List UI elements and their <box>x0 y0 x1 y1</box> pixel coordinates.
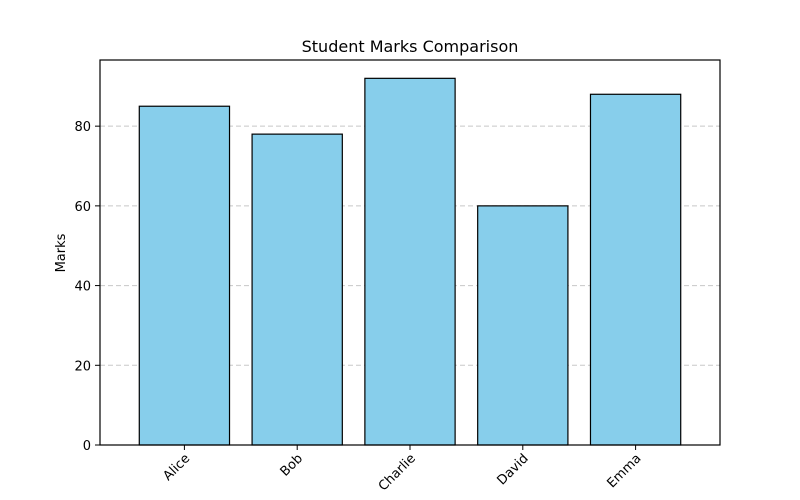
y-tick-label: 20 <box>74 359 91 374</box>
bar-david <box>477 205 569 446</box>
bar-emma <box>589 93 682 446</box>
y-tick-label: 80 <box>74 120 91 135</box>
x-tick-label-emma: Emma <box>604 451 644 491</box>
y-tick-label: 0 <box>83 439 91 454</box>
x-tick-label-charlie: Charlie <box>376 451 419 494</box>
x-tick-label-david: David <box>494 451 531 488</box>
y-axis-label: Marks <box>54 233 69 272</box>
y-tick-label: 40 <box>74 280 91 295</box>
x-tick-label-alice: Alice <box>161 451 194 484</box>
bar-alice <box>138 105 231 446</box>
y-tick-label: 60 <box>74 200 91 215</box>
bars <box>138 77 682 446</box>
y-axis: 0 20 40 60 80 <box>74 120 100 454</box>
chart-title: Student Marks Comparison <box>302 37 519 56</box>
x-axis: Alice Bob Charlie David Emma <box>161 445 644 494</box>
bar-bob <box>251 133 343 446</box>
bar-charlie <box>364 77 456 446</box>
x-tick-label-bob: Bob <box>278 451 306 479</box>
